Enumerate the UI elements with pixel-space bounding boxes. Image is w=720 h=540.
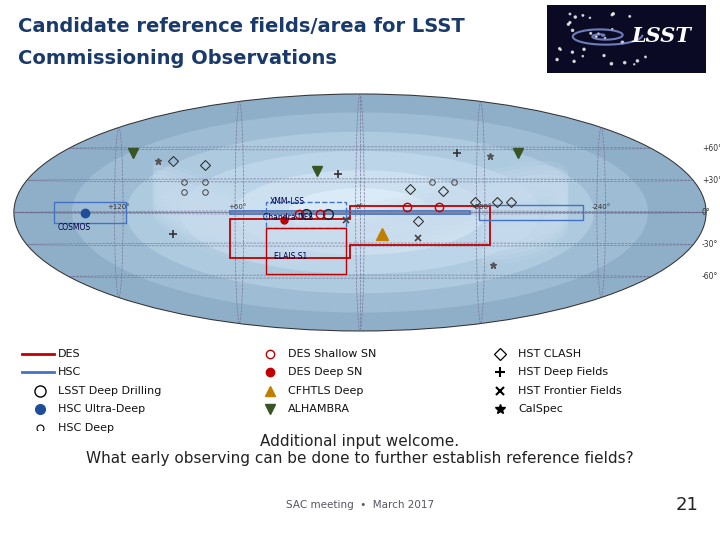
Text: -60°: -60°	[702, 272, 719, 281]
Text: HST Deep Fields: HST Deep Fields	[518, 367, 608, 377]
Text: CFHTLS Deep: CFHTLS Deep	[288, 386, 364, 396]
Text: Chandra DFS: Chandra DFS	[263, 213, 312, 222]
Text: HST CLASH: HST CLASH	[518, 349, 582, 359]
Text: HSC Deep: HSC Deep	[58, 423, 114, 433]
Ellipse shape	[14, 94, 706, 330]
Text: SAC meeting  •  March 2017: SAC meeting • March 2017	[286, 500, 434, 510]
Text: +60°: +60°	[702, 144, 720, 153]
Text: 0°: 0°	[702, 208, 711, 217]
Text: LSST Deep Drilling: LSST Deep Drilling	[58, 386, 161, 396]
Ellipse shape	[288, 188, 432, 237]
Text: +30°: +30°	[702, 176, 720, 185]
Ellipse shape	[14, 94, 706, 330]
Text: Additional input welcome.: Additional input welcome.	[261, 434, 459, 449]
Text: DES: DES	[58, 349, 80, 359]
Text: DES Deep SN: DES Deep SN	[288, 367, 362, 377]
Text: +60°: +60°	[228, 204, 247, 210]
Text: -300°: -300°	[472, 204, 492, 210]
Text: COSMOS: COSMOS	[58, 224, 91, 232]
Text: DES Shallow SN: DES Shallow SN	[288, 349, 377, 359]
Text: LSST: LSST	[631, 26, 691, 46]
Text: 21: 21	[675, 496, 698, 514]
Text: 0°: 0°	[356, 204, 364, 210]
Text: XMM-LSS: XMM-LSS	[270, 197, 305, 206]
Text: +120°: +120°	[107, 204, 130, 210]
Text: ELAIS S1: ELAIS S1	[274, 252, 307, 261]
Ellipse shape	[180, 151, 540, 274]
Ellipse shape	[72, 112, 648, 313]
Text: HSC: HSC	[58, 367, 81, 377]
Ellipse shape	[234, 170, 486, 255]
Text: HSC Ultra-Deep: HSC Ultra-Deep	[58, 404, 145, 414]
Text: What early observing can be done to further establish reference fields?: What early observing can be done to furt…	[86, 451, 634, 467]
Text: ALHAMBRA: ALHAMBRA	[288, 404, 350, 414]
Text: Commissioning Observations: Commissioning Observations	[18, 49, 337, 68]
Text: -30°: -30°	[702, 240, 719, 249]
Text: -240°: -240°	[592, 204, 611, 210]
Text: CalSpec: CalSpec	[518, 404, 563, 414]
Text: HST Frontier Fields: HST Frontier Fields	[518, 386, 622, 396]
Ellipse shape	[126, 132, 594, 293]
Text: Candidate reference fields/area for LSST: Candidate reference fields/area for LSST	[18, 17, 464, 36]
